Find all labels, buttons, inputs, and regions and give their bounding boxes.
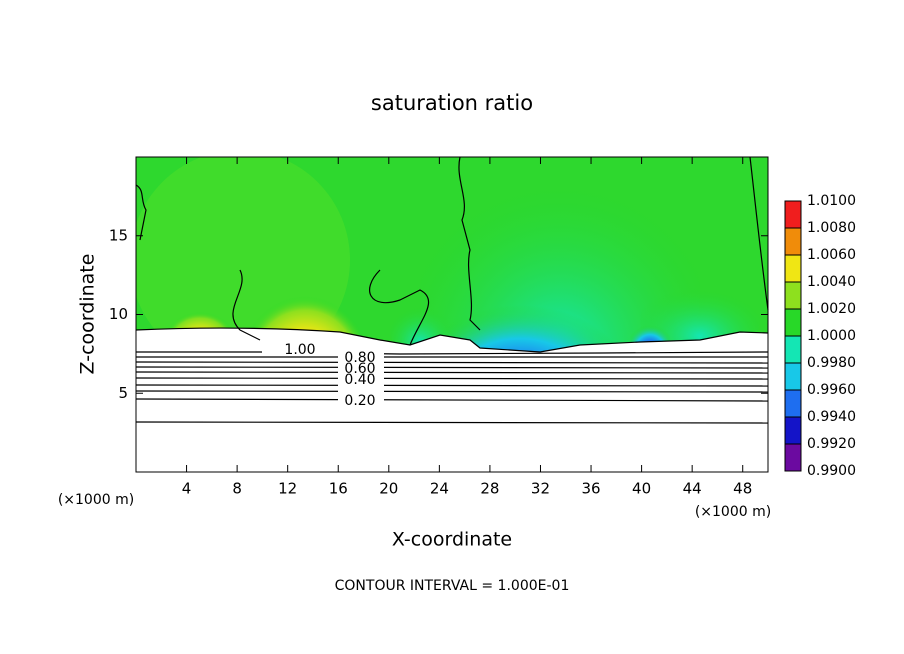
colorbar-tick-label: 0.9920 <box>807 436 856 452</box>
colorbar-tick-label: 1.0040 <box>807 274 856 290</box>
colorbar-segment <box>785 444 801 471</box>
x-tick-label: 4 <box>182 480 192 498</box>
colorbar-segment <box>785 336 801 363</box>
x-unit: (×1000 m) <box>695 504 771 520</box>
x-tick-label: 40 <box>632 480 651 498</box>
y-axis-label: Z-coordinate <box>77 254 99 375</box>
colorbar-tick-label: 0.9940 <box>807 409 856 425</box>
contour-label: 1.00 <box>284 342 315 358</box>
contours <box>135 156 769 424</box>
contour-label: 0.60 <box>344 361 375 377</box>
colorbar-tick-label: 1.0000 <box>807 328 856 344</box>
contour-label: 0.20 <box>344 393 375 409</box>
contour-label: 0.40 <box>344 372 375 388</box>
colorbar-segment <box>785 417 801 444</box>
colorbar-tick-label: 0.9960 <box>807 382 856 398</box>
colorbar-segment <box>785 390 801 417</box>
y-tick-label: 10 <box>109 305 128 323</box>
x-tick-label: 12 <box>278 480 297 498</box>
x-tick-label: 20 <box>379 480 398 498</box>
x-tick-label: 16 <box>329 480 348 498</box>
colorbar-segment <box>785 228 801 255</box>
x-axis-label: X-coordinate <box>392 529 512 551</box>
colorbar-segment <box>785 201 801 228</box>
colorbar-tick-label: 1.0100 <box>807 193 856 209</box>
colorbar-tick-label: 0.9980 <box>807 355 856 371</box>
y-tick-label: 5 <box>118 384 128 402</box>
x-tick-label: 44 <box>683 480 702 498</box>
colorbar-segment <box>785 282 801 309</box>
x-tick-label: 8 <box>232 480 242 498</box>
colorbar-segment <box>785 309 801 336</box>
colorbar-tick-label: 0.9900 <box>807 463 856 479</box>
colorbar-tick-label: 1.0080 <box>807 220 856 236</box>
colorbar-segment <box>785 363 801 390</box>
field <box>136 157 768 472</box>
x-tick-label: 36 <box>581 480 600 498</box>
x-tick-label: 48 <box>733 480 752 498</box>
y-tick-label: 15 <box>109 226 128 244</box>
x-tick-label: 28 <box>480 480 499 498</box>
y-unit: (×1000 m) <box>58 492 134 508</box>
x-tick-label: 24 <box>430 480 449 498</box>
contour-label: 0.80 <box>344 350 375 366</box>
colorbar-tick-label: 1.0060 <box>807 247 856 263</box>
colorbar-tick-label: 1.0020 <box>807 301 856 317</box>
x-tick-label: 32 <box>531 480 550 498</box>
colorbar-segment <box>785 255 801 282</box>
chart-title: saturation ratio <box>371 91 533 115</box>
footnote: CONTOUR INTERVAL = 1.000E-01 <box>335 578 570 594</box>
